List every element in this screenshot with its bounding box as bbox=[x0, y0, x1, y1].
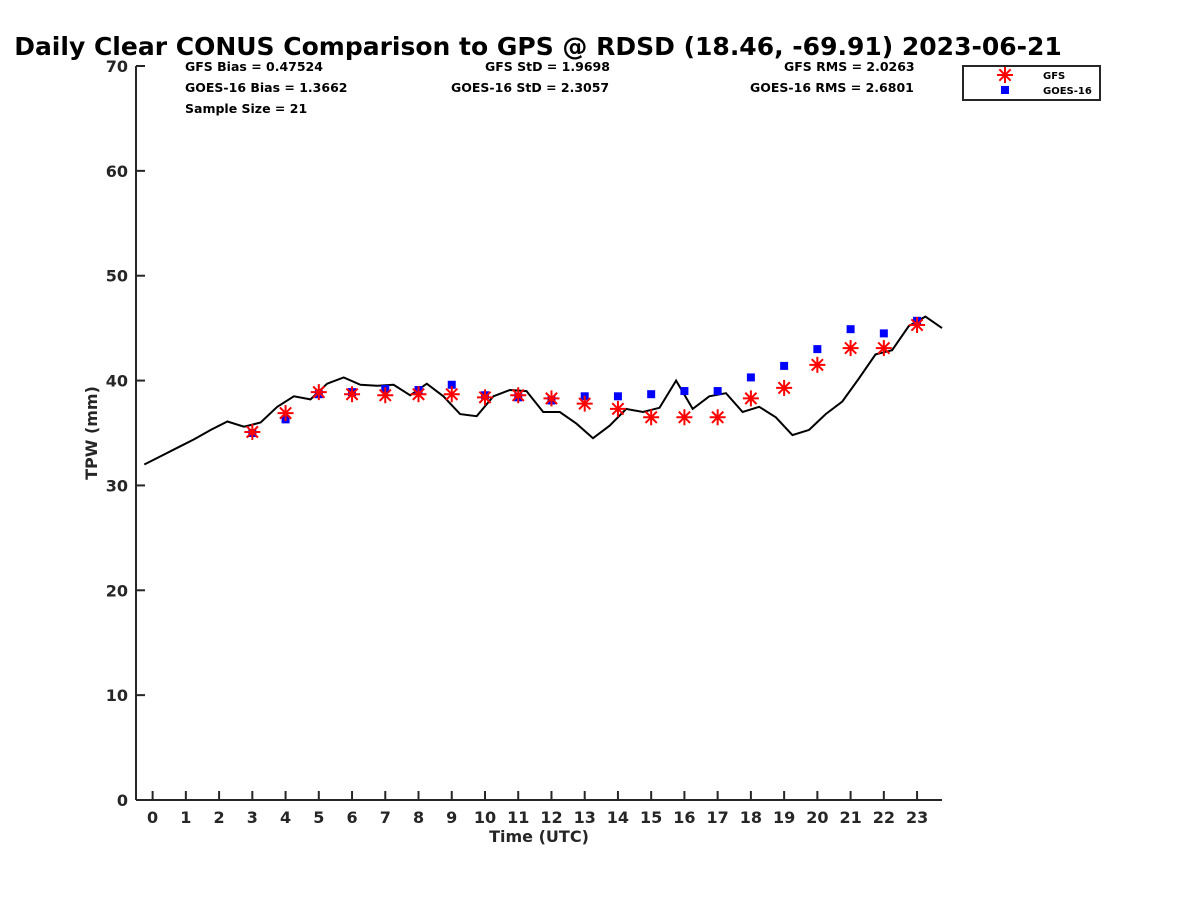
gfs-point bbox=[609, 400, 626, 417]
x-tick-label: 9 bbox=[446, 808, 457, 827]
stat-sample-size: Sample Size = 21 bbox=[185, 101, 307, 116]
goes16-point bbox=[846, 325, 855, 334]
stat-gfs-bias: GFS Bias = 0.47524 bbox=[185, 59, 323, 74]
goes16-point bbox=[746, 373, 755, 382]
x-tick-label: 10 bbox=[474, 808, 496, 827]
gfs-point bbox=[277, 405, 294, 422]
gfs-point bbox=[344, 386, 361, 403]
gfs-point bbox=[310, 384, 327, 401]
legend-gfs-label: GFS bbox=[1043, 71, 1065, 82]
x-tick-label: 18 bbox=[740, 808, 762, 827]
legend-goes16-label: GOES-16 bbox=[1043, 86, 1092, 97]
x-tick-label: 1 bbox=[180, 808, 191, 827]
y-tick-label: 20 bbox=[106, 581, 128, 600]
y-tick-label: 50 bbox=[106, 267, 128, 286]
legend-goes16-marker bbox=[1001, 86, 1009, 94]
y-tick-label: 10 bbox=[106, 686, 128, 705]
x-tick-label: 14 bbox=[607, 808, 629, 827]
x-tick-label: 16 bbox=[673, 808, 695, 827]
stat-gfs-rms: GFS RMS = 2.0263 bbox=[784, 59, 915, 74]
gfs-point bbox=[543, 390, 560, 407]
x-tick-label: 7 bbox=[380, 808, 391, 827]
stat-goes-rms: GOES-16 RMS = 2.6801 bbox=[750, 80, 914, 95]
gfs-point bbox=[576, 395, 593, 412]
goes16-point bbox=[613, 392, 622, 401]
y-tick-label: 40 bbox=[106, 372, 128, 391]
goes16-point bbox=[447, 380, 456, 389]
x-axis-label: Time (UTC) bbox=[489, 827, 589, 846]
gps-series-line bbox=[143, 315, 943, 466]
x-tick-label: 0 bbox=[147, 808, 158, 827]
x-tick-label: 15 bbox=[640, 808, 662, 827]
gfs-point bbox=[510, 387, 527, 404]
gfs-point bbox=[244, 423, 261, 440]
legend-box bbox=[962, 65, 1101, 101]
stats-panel: GFS Bias = 0.47524 GFS StD = 1.9698 GFS … bbox=[185, 59, 915, 116]
legend-gfs-marker bbox=[997, 67, 1013, 83]
x-tick-label: 5 bbox=[313, 808, 324, 827]
y-axis-label: TPW (mm) bbox=[82, 386, 101, 480]
stat-gfs-std: GFS StD = 1.9698 bbox=[485, 59, 610, 74]
gfs-point bbox=[643, 409, 660, 426]
y-tick-label: 30 bbox=[106, 476, 128, 495]
gfs-point bbox=[875, 340, 892, 357]
x-tick-label: 3 bbox=[247, 808, 258, 827]
x-tick-label: 12 bbox=[540, 808, 562, 827]
gfs-point bbox=[377, 387, 394, 404]
gfs-point bbox=[776, 379, 793, 396]
x-tick-label: 4 bbox=[280, 808, 291, 827]
x-tick-label: 6 bbox=[346, 808, 357, 827]
goes16-point bbox=[680, 387, 689, 396]
x-tick-label: 20 bbox=[806, 808, 828, 827]
stat-goes-std: GOES-16 StD = 2.3057 bbox=[451, 80, 609, 95]
x-tick-label: 2 bbox=[214, 808, 225, 827]
x-tick-label: 13 bbox=[574, 808, 596, 827]
plot-area bbox=[143, 315, 943, 466]
y-tick-label: 0 bbox=[117, 791, 128, 810]
gfs-point bbox=[742, 390, 759, 407]
y-tick-label: 70 bbox=[106, 57, 128, 76]
goes16-point bbox=[713, 387, 722, 396]
x-tick-label: 19 bbox=[773, 808, 795, 827]
y-axis-ticks: 0 10 20 30 40 50 60 70 bbox=[106, 57, 145, 810]
gfs-point bbox=[809, 356, 826, 373]
gfs-point bbox=[443, 386, 460, 403]
goes16-point bbox=[879, 329, 888, 338]
gfs-point bbox=[709, 409, 726, 426]
x-tick-label: 8 bbox=[413, 808, 424, 827]
chart-title: Daily Clear CONUS Comparison to GPS @ RD… bbox=[14, 32, 1062, 61]
stat-goes-bias: GOES-16 Bias = 1.3662 bbox=[185, 80, 347, 95]
gfs-point bbox=[842, 340, 859, 357]
gfs-point bbox=[410, 386, 427, 403]
legend: GFS GOES-16 bbox=[962, 65, 1101, 101]
gfs-point bbox=[676, 409, 693, 426]
goes16-point bbox=[813, 345, 822, 354]
x-axis-ticks: 0 1 2 3 4 5 6 7 8 9 10 11 12 13 14 15 16 17 18 19 20 21 22 23 bbox=[147, 791, 928, 827]
goes16-point bbox=[647, 390, 656, 399]
goes16-point bbox=[780, 361, 789, 370]
x-tick-label: 11 bbox=[507, 808, 529, 827]
y-tick-label: 60 bbox=[106, 162, 128, 181]
gfs-point bbox=[909, 316, 926, 333]
gfs-point bbox=[476, 389, 493, 406]
x-tick-label: 23 bbox=[906, 808, 928, 827]
x-tick-label: 22 bbox=[873, 808, 895, 827]
x-tick-label: 21 bbox=[839, 808, 861, 827]
x-tick-label: 17 bbox=[707, 808, 729, 827]
